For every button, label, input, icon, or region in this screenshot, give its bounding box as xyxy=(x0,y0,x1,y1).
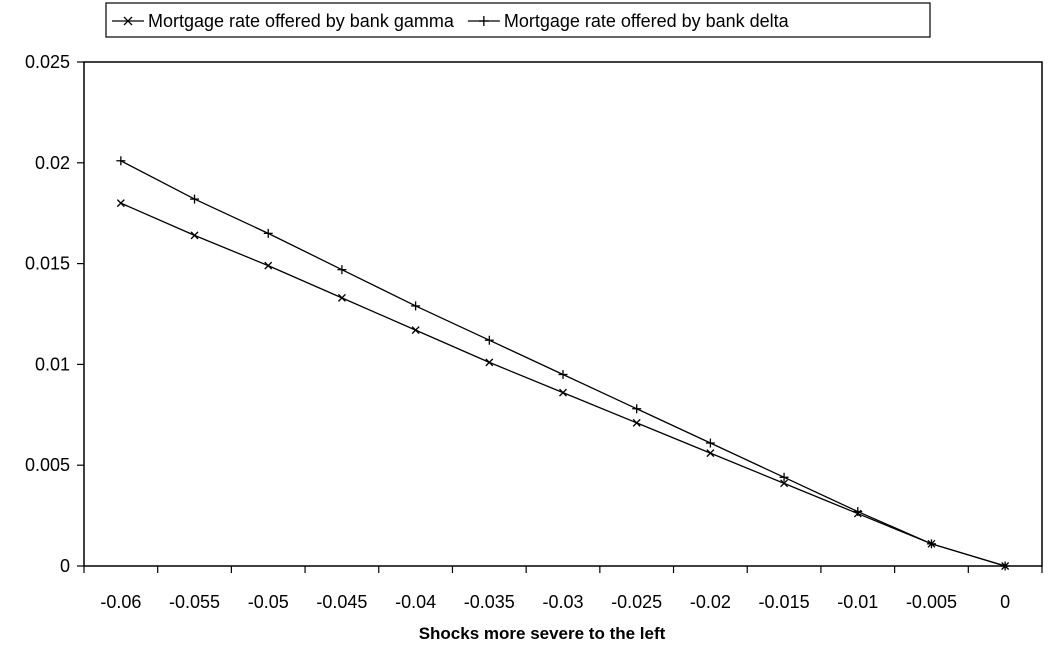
x-axis-label: Shocks more severe to the left xyxy=(419,624,666,643)
data-point xyxy=(484,335,494,345)
x-tick-label: -0.04 xyxy=(395,592,436,612)
data-point xyxy=(559,388,567,397)
x-tick-label: -0.02 xyxy=(690,592,731,612)
data-point xyxy=(264,261,273,270)
data-point xyxy=(1000,561,1010,571)
x-tick-label: -0.06 xyxy=(100,592,141,612)
x-tick-label: -0.03 xyxy=(542,592,583,612)
y-tick-label: 0.025 xyxy=(25,52,70,72)
x-tick-labels: -0.06 -0.055 -0.05 -0.045 -0.04 -0.035 -0.03 -0… xyxy=(100,592,1010,612)
data-point xyxy=(116,199,125,208)
legend-label: Mortgage rate offered by bank delta xyxy=(504,11,790,31)
data-point xyxy=(706,449,715,458)
x-tick-label: -0.045 xyxy=(316,592,367,612)
plot-area xyxy=(83,61,1043,567)
data-point xyxy=(632,404,642,414)
y-tick-label: 0.005 xyxy=(25,455,70,475)
legend-box xyxy=(105,2,931,38)
x-tick-label: 0 xyxy=(1000,592,1010,612)
y-tick-label: 0.01 xyxy=(35,354,70,374)
data-point xyxy=(411,326,420,335)
data-point xyxy=(780,479,789,488)
x-tick-label: -0.015 xyxy=(759,592,810,612)
data-point xyxy=(705,438,715,448)
data-point xyxy=(779,472,789,482)
series-delta xyxy=(116,156,1010,571)
y-tick-label: 0.02 xyxy=(35,153,70,173)
data-point xyxy=(337,293,346,302)
x-tick-label: -0.035 xyxy=(464,592,515,612)
tick-marks xyxy=(77,61,1043,573)
data-point xyxy=(190,231,199,240)
data-point xyxy=(116,156,126,166)
legend-item: Mortgage rate offered by bank delta xyxy=(467,11,790,31)
data-point xyxy=(853,507,863,517)
data-point xyxy=(485,358,494,367)
x-marker xyxy=(123,16,133,26)
x-tick-label: -0.025 xyxy=(611,592,662,612)
legend-label: Mortgage rate offered by bank gamma xyxy=(148,11,455,31)
legend: Mortgage rate offered by bank gamma Mortg… xyxy=(105,2,931,38)
data-point xyxy=(411,301,421,311)
plus-marker xyxy=(478,16,489,26)
x-tick-label: -0.01 xyxy=(837,592,878,612)
data-point xyxy=(926,539,936,549)
data-point xyxy=(263,228,273,238)
data-point xyxy=(632,418,641,427)
data-point xyxy=(190,194,200,204)
series-group xyxy=(116,156,1010,571)
x-tick-label: -0.05 xyxy=(248,592,289,612)
y-tick-label: 0 xyxy=(60,556,70,576)
data-point xyxy=(337,265,347,275)
data-point xyxy=(558,369,568,379)
y-tick-labels: 0 0.005 0.01 0.015 0.02 0.025 xyxy=(25,52,70,576)
legend-item: Mortgage rate offered by bank gamma xyxy=(112,11,455,31)
y-tick-label: 0.015 xyxy=(25,254,70,274)
x-tick-label: -0.005 xyxy=(906,592,957,612)
x-tick-label: -0.055 xyxy=(169,592,220,612)
